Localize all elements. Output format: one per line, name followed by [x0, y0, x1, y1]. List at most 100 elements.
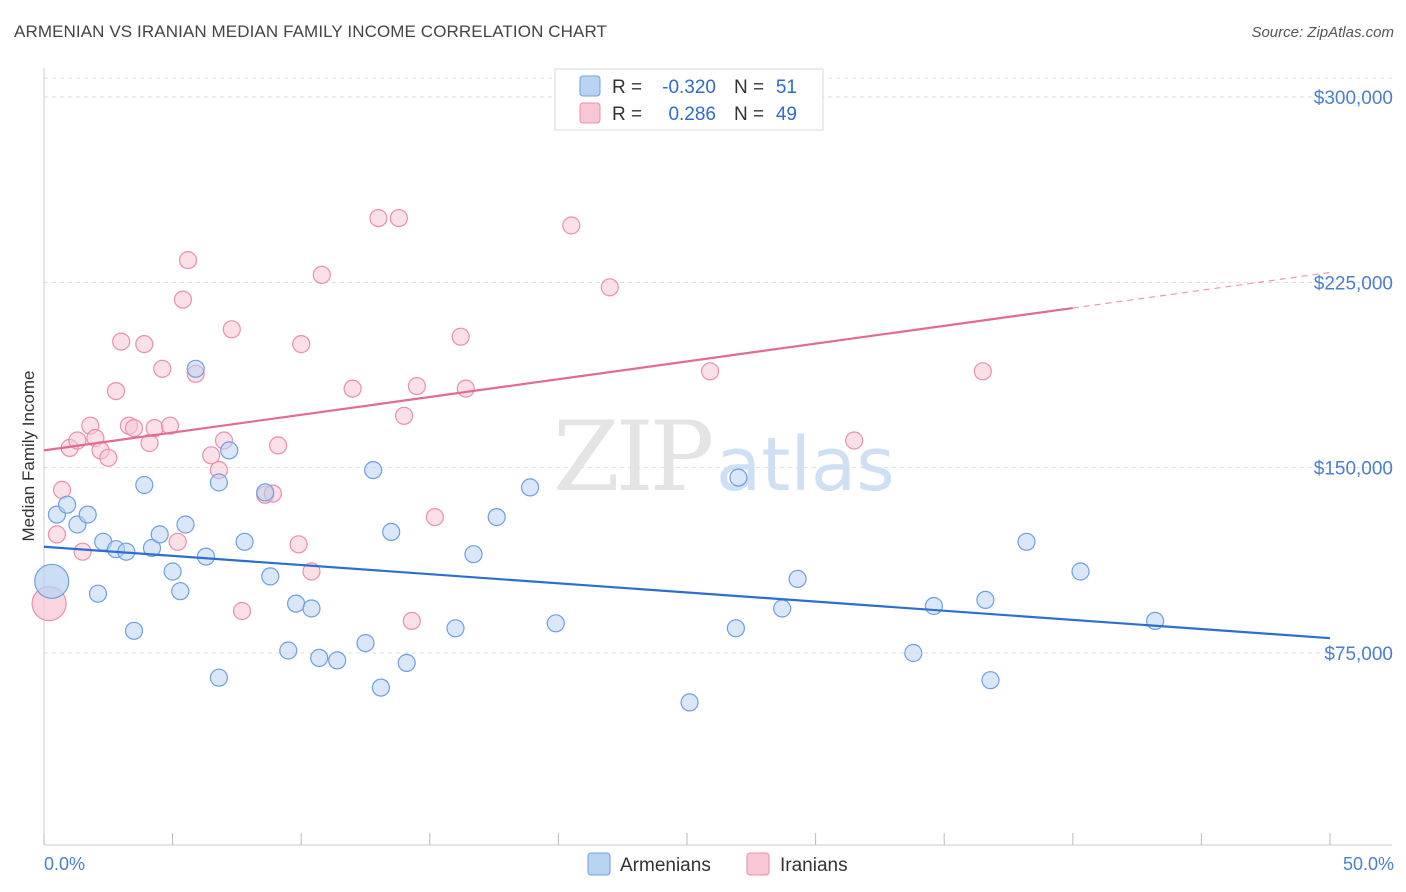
y-tick-label-0: $75,000: [1324, 644, 1393, 665]
armenian-point-38: [546, 614, 565, 633]
armenian-point-31: [371, 678, 390, 697]
armenian-point-35: [464, 545, 483, 564]
legend-iranian-r-label: R =: [612, 104, 642, 125]
armenian-point-4: [78, 505, 97, 524]
armenian-point-43: [788, 569, 807, 589]
armenian-point-5: [88, 584, 108, 603]
armenian-point-0: [34, 563, 70, 599]
iranian-point-27: [232, 601, 252, 621]
iranian-point-1: [47, 525, 67, 544]
armenian-point-9: [124, 621, 144, 640]
iranian-trendline-extension: [1072, 271, 1331, 309]
armenian-points: [34, 359, 1165, 712]
armenian-point-23: [261, 567, 280, 586]
chart-source: Source: ZipAtlas.com: [1251, 24, 1394, 41]
iranian-point-9: [99, 448, 118, 467]
watermark-zip: ZIP: [553, 401, 712, 513]
armenian-point-33: [397, 653, 416, 673]
armenian-point-30: [364, 461, 383, 480]
series-legend: Armenians Iranians: [587, 852, 848, 876]
iranian-point-33: [302, 562, 321, 581]
armenian-point-39: [680, 693, 699, 712]
iranian-point-43: [456, 379, 475, 398]
iranian-point-19: [168, 532, 187, 551]
iranian-point-10: [106, 382, 126, 401]
armenian-point-16: [186, 359, 205, 378]
iranian-point-39: [402, 611, 421, 631]
iranian-point-26: [222, 320, 241, 339]
armenian-point-22: [256, 483, 275, 502]
armenian-point-36: [487, 507, 506, 527]
armenian-point-37: [520, 478, 540, 497]
iranian-point-13: [124, 419, 144, 438]
armenian-point-48: [1017, 532, 1036, 551]
iranian-point-23: [202, 446, 221, 465]
iranian-point-17: [153, 359, 172, 378]
iranian-trendline: [43, 306, 1073, 452]
armenian-point-24: [279, 641, 298, 660]
armenian-point-15: [176, 515, 195, 534]
iranian-point-20: [173, 290, 192, 309]
x-tick-label-max: 50.0%: [1343, 854, 1394, 874]
armenian-point-14: [171, 582, 190, 601]
armenian-point-34: [446, 619, 465, 638]
armenian-point-46: [976, 590, 995, 610]
armenian-point-29: [356, 633, 375, 653]
iranian-point-44: [562, 216, 581, 235]
armenian-point-21: [235, 532, 254, 551]
correlation-legend: R = -0.320 N = 51 R = 0.286 N = 49: [554, 68, 824, 131]
legend-armenian-swatch: [579, 75, 601, 97]
iranian-point-40: [407, 377, 426, 396]
legend-armenian-r-value: -0.320: [662, 77, 716, 98]
iranian-point-5: [73, 542, 92, 561]
iranian-point-36: [369, 209, 388, 228]
y-tick-labels: $75,000 $150,000 $225,000 $300,000: [1314, 88, 1393, 665]
armenian-point-20: [220, 441, 239, 460]
armenian-point-32: [382, 522, 401, 542]
legend-iranian-r-value: 0.286: [668, 104, 716, 125]
gridlines: [44, 77, 1392, 654]
y-tick-label-2: $225,000: [1314, 273, 1393, 294]
armenian-point-17: [196, 547, 216, 566]
armenian-point-11: [142, 538, 162, 558]
legend-iranian-n-label: N =: [734, 104, 764, 125]
armenian-point-27: [310, 648, 329, 668]
iranian-point-32: [292, 335, 311, 354]
y-tick-label-1: $150,000: [1314, 459, 1393, 480]
armenian-point-2: [57, 495, 77, 514]
iranian-points: [31, 209, 992, 631]
y-axis-label: Median Family Income: [19, 370, 38, 541]
armenian-point-44: [904, 643, 923, 663]
armenian-point-41: [729, 468, 748, 487]
armenian-point-49: [1071, 562, 1090, 581]
armenian-point-47: [981, 671, 1000, 690]
legend-iranian-n-value: 49: [776, 104, 797, 125]
iranian-point-18: [160, 416, 180, 435]
armenian-point-13: [163, 562, 182, 581]
iranian-point-37: [389, 209, 408, 228]
legend-armenian-n-label: N =: [734, 77, 764, 98]
legend-armenians-swatch: [587, 852, 611, 876]
y-tick-label-3: $300,000: [1314, 88, 1393, 109]
armenian-point-28: [328, 651, 347, 670]
armenian-point-25: [287, 594, 306, 613]
iranian-point-14: [135, 335, 154, 354]
armenian-trendline: [43, 545, 1331, 640]
chart-title: ARMENIAN VS IRANIAN MEDIAN FAMILY INCOME…: [14, 22, 608, 41]
iranian-point-21: [178, 251, 198, 270]
legend-iranians-swatch: [746, 852, 770, 876]
iranian-point-35: [343, 379, 362, 398]
armenian-point-18: [209, 473, 228, 492]
watermark-atlas: atlas: [716, 422, 895, 508]
iranian-point-46: [700, 362, 720, 381]
iranian-point-38: [395, 406, 414, 425]
armenian-point-42: [773, 599, 792, 618]
legend-armenian-r-label: R =: [612, 77, 642, 98]
legend-armenians-label: Armenians: [620, 855, 711, 876]
armenian-point-40: [726, 619, 746, 638]
armenian-point-26: [302, 599, 321, 618]
iranian-point-31: [289, 535, 308, 554]
iranian-point-45: [600, 278, 619, 297]
iranian-point-34: [312, 265, 331, 284]
armenian-point-12: [150, 525, 169, 544]
